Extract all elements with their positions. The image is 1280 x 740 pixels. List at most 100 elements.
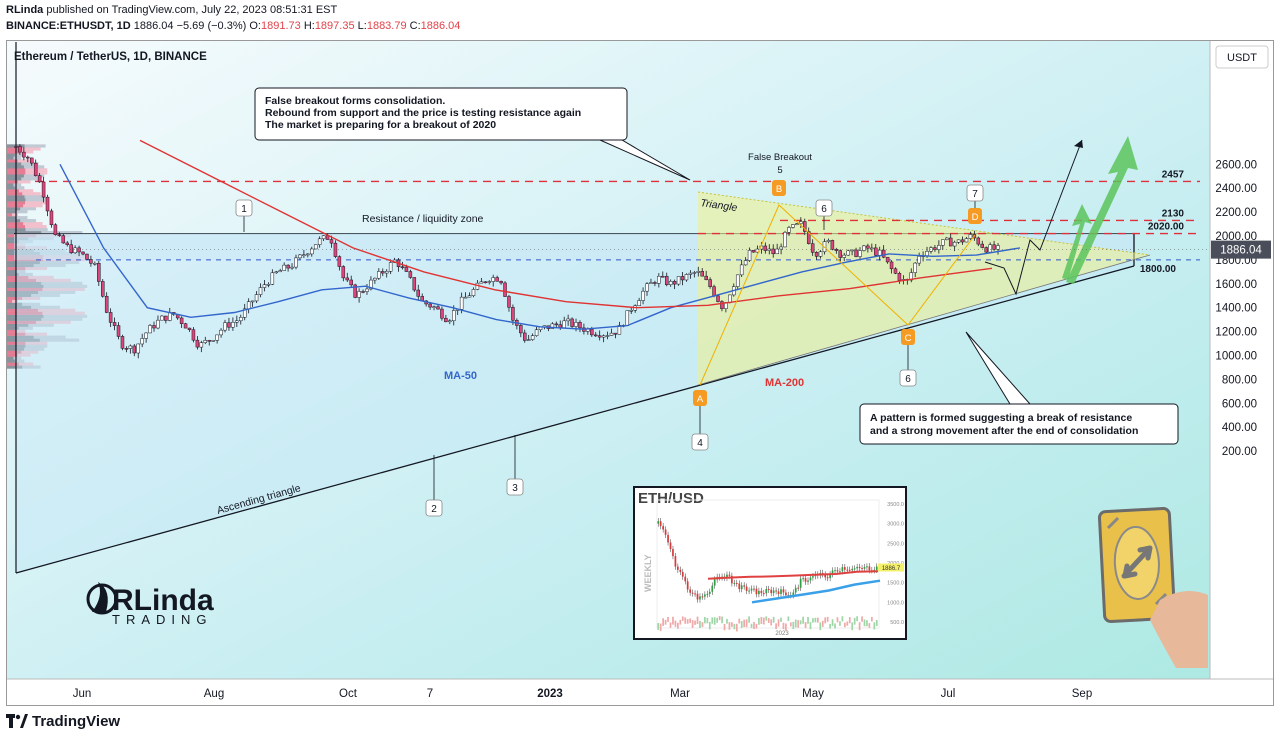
candle-body [787, 227, 791, 233]
volume-profile-bar [7, 183, 22, 187]
volume-profile-bar [7, 207, 21, 211]
candle-body [503, 282, 507, 297]
candle-body [381, 271, 385, 274]
inset-candle [802, 578, 804, 580]
volume-profile-bar [7, 305, 32, 309]
inset-candle [684, 576, 687, 582]
inset-candle [794, 587, 797, 593]
inset-volume [770, 619, 773, 626]
candle-body [739, 264, 744, 276]
currency-button[interactable] [1215, 45, 1269, 69]
inset-candle [762, 593, 765, 595]
inset-volume [664, 619, 667, 625]
inset-candle [674, 556, 677, 567]
high-value: 1897.35 [314, 20, 355, 32]
inset-volume [858, 622, 861, 631]
candle-body [743, 260, 748, 266]
candle-body [810, 243, 815, 253]
inset-title: ETH/USD [638, 490, 704, 507]
volume-profile-bar [7, 198, 48, 202]
volume-profile [7, 144, 88, 369]
volume-profile-bar [7, 335, 34, 339]
inset-candle [785, 592, 787, 596]
abcd-marker [772, 180, 786, 196]
triangle-label: Triangle [700, 197, 739, 214]
false-breakout-num: 5 [777, 165, 782, 176]
candle-body [735, 274, 740, 287]
inset-volume [735, 623, 738, 632]
candle-body [858, 250, 862, 257]
price-scale[interactable] [1210, 41, 1273, 679]
candle-body [384, 271, 389, 274]
candle-body [968, 234, 973, 239]
inset-candle [775, 590, 777, 592]
candle-body [317, 238, 322, 245]
x-tick-label: May [802, 688, 824, 700]
consolidation-triangle [698, 192, 1150, 385]
candle-body [862, 245, 866, 251]
inset-candle [755, 588, 758, 595]
volume-profile-bar [7, 308, 39, 312]
open-label: O: [249, 20, 261, 32]
inset-candle [760, 590, 763, 594]
inset-volume [696, 616, 699, 625]
volume-profile-bar [7, 341, 48, 345]
candle-body [203, 340, 208, 343]
publisher-name[interactable]: RLinda [6, 4, 44, 16]
candle-body [22, 151, 26, 158]
inset-y-tick: 2500.0 [887, 541, 904, 547]
volume-profile-bar [7, 359, 15, 363]
inset-y-tick: 3000.0 [887, 522, 904, 528]
inset-volume [699, 620, 701, 629]
inset-volume [863, 619, 866, 627]
candle-body [763, 245, 768, 251]
volume-profile-bar [7, 347, 45, 351]
inset-volume [679, 619, 682, 625]
resistance-zone-label: Resistance / liquidity zone [362, 213, 484, 225]
abcd-marker [901, 329, 915, 345]
volume-profile-bar [7, 147, 23, 151]
candle-body [18, 146, 22, 153]
inset-volume [750, 623, 753, 628]
inset-weekly-chart: ETH/USD WEEKLY 2023 500.01000.01500.0200… [633, 486, 907, 640]
inset-volume [694, 620, 696, 625]
volume-profile-bar [7, 299, 13, 303]
volume-profile-bar [7, 311, 43, 315]
volume-profile-bar [7, 308, 76, 312]
volume-profile-bar [7, 186, 15, 190]
inset-candle [767, 589, 770, 591]
candle-body [14, 146, 18, 148]
candle-body [53, 224, 58, 235]
tradingview-brand[interactable]: TradingView [6, 713, 120, 730]
volume-profile-bar [7, 263, 34, 268]
inset-volume [787, 616, 790, 622]
inset-candle [770, 589, 773, 594]
inset-candle [672, 549, 674, 557]
candle-body [215, 334, 219, 341]
inset-volume [708, 621, 711, 630]
candle-body [684, 274, 689, 281]
candle-body [708, 279, 712, 287]
inset-red-ma [707, 570, 879, 580]
candle-body [148, 325, 152, 334]
candle-body [61, 235, 66, 244]
inset-candle [696, 593, 699, 600]
candle-body [507, 296, 511, 308]
candle-body [400, 266, 405, 269]
candle-body [980, 243, 985, 248]
inset-volume [738, 618, 741, 624]
false-breakout-label: False Breakout [748, 152, 812, 163]
time-scale[interactable] [7, 679, 1273, 705]
candle-body [436, 306, 440, 310]
inset-candle [748, 590, 750, 592]
inset-volume [785, 623, 787, 631]
note-bottom-line: A pattern is formed suggesting a break o… [870, 412, 1132, 424]
inset-volume [792, 621, 795, 630]
volume-profile-bar [7, 156, 22, 160]
volume-profile-bar [7, 177, 22, 181]
volume-profile-bar [7, 204, 43, 208]
inset-volume [821, 620, 824, 627]
candle-body [463, 296, 468, 299]
